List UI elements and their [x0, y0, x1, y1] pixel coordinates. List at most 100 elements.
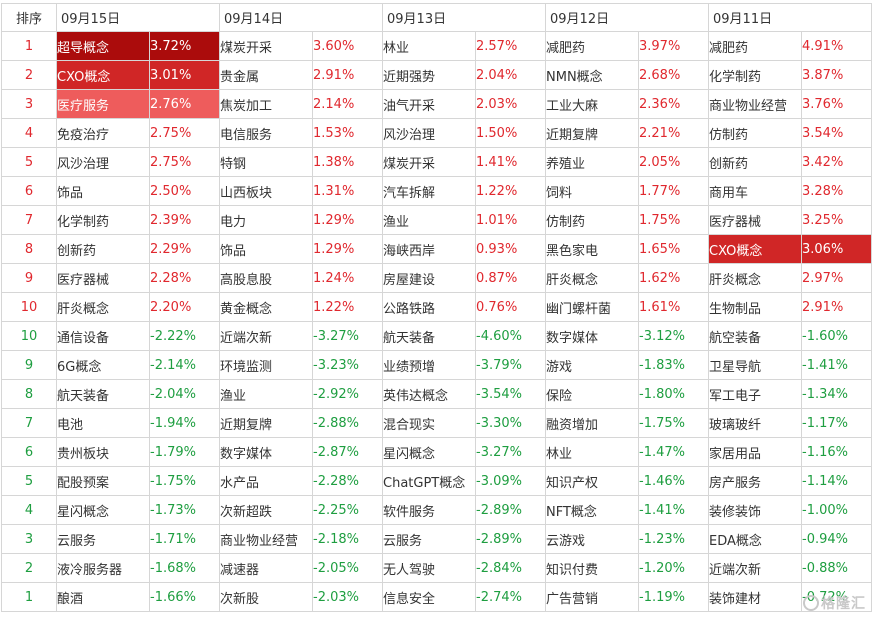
table-row: 9 6G概念 -2.14% 环境监测 -3.23% 业绩预增 -3.79% 游戏 -1.83% 卫… — [1, 350, 872, 380]
table-row: 10 通信设备 -2.22% 近端次新 -3.27% 航天装备 -4.60% 数字媒体 -3.1… — [1, 321, 872, 351]
sector-change-pct: 1.24% — [312, 263, 383, 293]
sector-change-pct: 3.72% — [149, 31, 220, 61]
sector-name: 化学制药 — [708, 60, 802, 90]
date-header: 09月11日 — [708, 3, 872, 32]
sector-name: 通信设备 — [56, 321, 150, 351]
sector-name: 电池 — [56, 408, 150, 438]
sector-name: 星闪概念 — [382, 437, 476, 467]
sector-change-pct: 3.87% — [801, 60, 872, 90]
sector-change-pct: -0.94% — [801, 524, 872, 554]
sector-name: 黑色家电 — [545, 234, 639, 264]
rank-header: 排序 — [1, 3, 57, 32]
sector-name: 医疗服务 — [56, 89, 150, 119]
sector-change-pct: -2.04% — [149, 379, 220, 409]
sector-change-pct: -1.66% — [149, 582, 220, 612]
sector-name: 工业大麻 — [545, 89, 639, 119]
sector-change-pct: 0.87% — [475, 263, 546, 293]
sector-change-pct: -1.94% — [149, 408, 220, 438]
date-header: 09月13日 — [382, 3, 546, 32]
sector-change-pct: -1.14% — [801, 466, 872, 496]
sector-name: 焦炭加工 — [219, 89, 313, 119]
sector-name: 云服务 — [56, 524, 150, 554]
sector-name: 液冷服务器 — [56, 553, 150, 583]
sector-name: 风沙治理 — [382, 118, 476, 148]
sector-name: 信息安全 — [382, 582, 476, 612]
sector-name: 渔业 — [382, 205, 476, 235]
sector-change-pct: -0.88% — [801, 553, 872, 583]
sector-change-pct: 2.68% — [638, 60, 709, 90]
sector-change-pct: -2.92% — [312, 379, 383, 409]
sector-change-pct: -1.23% — [638, 524, 709, 554]
table-row: 8 创新药 2.29% 饰品 1.29% 海峡西岸 0.93% 黑色家电 1.65% CXO概念 3… — [1, 234, 872, 264]
sector-change-pct: -1.17% — [801, 408, 872, 438]
sector-name: 近期复牌 — [545, 118, 639, 148]
sector-change-pct: 1.62% — [638, 263, 709, 293]
sector-name: 英伟达概念 — [382, 379, 476, 409]
sector-name: 业绩预增 — [382, 350, 476, 380]
sector-change-pct: -2.89% — [475, 524, 546, 554]
sector-change-pct: 1.65% — [638, 234, 709, 264]
sector-name: 海峡西岸 — [382, 234, 476, 264]
sector-change-pct: -1.41% — [638, 495, 709, 525]
rank-cell: 5 — [1, 147, 57, 177]
sector-name: 减肥药 — [708, 31, 802, 61]
sector-name: 肝炎概念 — [545, 263, 639, 293]
sector-change-pct: -2.88% — [312, 408, 383, 438]
rank-cell: 8 — [1, 234, 57, 264]
sector-name: 风沙治理 — [56, 147, 150, 177]
sector-name: 近期强势 — [382, 60, 476, 90]
sector-change-pct: -3.27% — [312, 321, 383, 351]
table-row: 7 化学制药 2.39% 电力 1.29% 渔业 1.01% 仿制药 1.75% 医疗器械 3.25… — [1, 205, 872, 235]
sector-name: 饰品 — [56, 176, 150, 206]
sector-name: 知识产权 — [545, 466, 639, 496]
sector-change-pct: -3.12% — [638, 321, 709, 351]
sector-change-pct: -2.89% — [475, 495, 546, 525]
rank-cell: 4 — [1, 118, 57, 148]
rank-cell: 1 — [1, 582, 57, 612]
rank-cell: 7 — [1, 408, 57, 438]
sector-change-pct: 2.28% — [149, 263, 220, 293]
sector-name: 超导概念 — [56, 31, 150, 61]
sector-change-pct: -1.75% — [638, 408, 709, 438]
sector-name: 养殖业 — [545, 147, 639, 177]
sector-change-pct: 1.53% — [312, 118, 383, 148]
sector-change-pct: -2.25% — [312, 495, 383, 525]
sector-name: 航空装备 — [708, 321, 802, 351]
sector-change-pct: -1.79% — [149, 437, 220, 467]
rank-cell: 3 — [1, 524, 57, 554]
sector-change-pct: 3.60% — [312, 31, 383, 61]
sector-name: 电信服务 — [219, 118, 313, 148]
sector-change-pct: 1.61% — [638, 292, 709, 322]
sector-change-pct: 1.29% — [312, 234, 383, 264]
table-row: 9 医疗器械 2.28% 高股息股 1.24% 房屋建设 0.87% 肝炎概念 1.62% 肝炎概… — [1, 263, 872, 293]
sector-name: 减速器 — [219, 553, 313, 583]
sector-name: 航天装备 — [382, 321, 476, 351]
sector-change-pct: 3.54% — [801, 118, 872, 148]
watermark: 格隆汇 — [803, 593, 866, 613]
sector-name: 星闪概念 — [56, 495, 150, 525]
sector-change-pct: 2.91% — [801, 292, 872, 322]
sector-change-pct: 2.39% — [149, 205, 220, 235]
sector-change-pct: -2.87% — [312, 437, 383, 467]
sector-change-pct: 1.50% — [475, 118, 546, 148]
sector-name: 贵金属 — [219, 60, 313, 90]
sector-change-pct: -1.46% — [638, 466, 709, 496]
sector-name: 创新药 — [708, 147, 802, 177]
sector-name: 云游戏 — [545, 524, 639, 554]
sector-name: NMN概念 — [545, 60, 639, 90]
table-row: 2 CXO概念 3.01% 贵金属 2.91% 近期强势 2.04% NMN概念 2.68% 化学… — [1, 60, 872, 90]
sector-change-pct: 3.42% — [801, 147, 872, 177]
sector-name: 商用车 — [708, 176, 802, 206]
sector-change-pct: 3.97% — [638, 31, 709, 61]
rank-cell: 10 — [1, 292, 57, 322]
sector-change-pct: -1.60% — [801, 321, 872, 351]
sector-name: 电力 — [219, 205, 313, 235]
sector-name: 饲料 — [545, 176, 639, 206]
sector-change-pct: 2.03% — [475, 89, 546, 119]
rank-cell: 2 — [1, 553, 57, 583]
sector-change-pct: 2.21% — [638, 118, 709, 148]
table-row: 7 电池 -1.94% 近期复牌 -2.88% 混合现实 -3.30% 融资增加 -1.75% 玻… — [1, 408, 872, 438]
sector-change-pct: -2.74% — [475, 582, 546, 612]
